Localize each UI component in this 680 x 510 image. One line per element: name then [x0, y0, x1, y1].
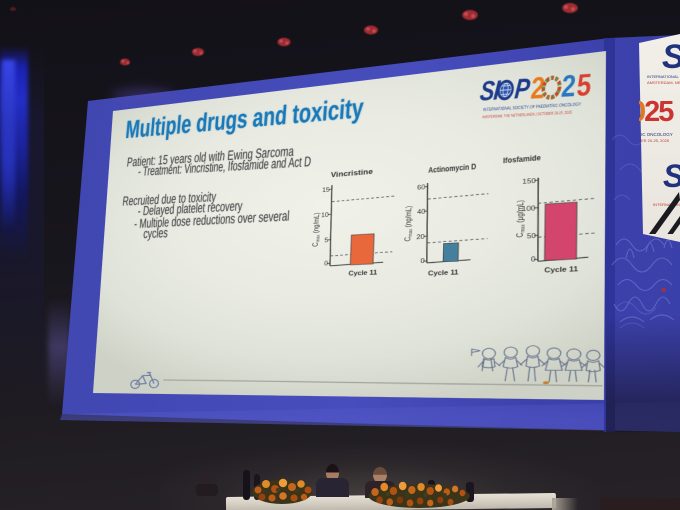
svg-text:INTERNATIONAL SOCIETY OF PAEDI: INTERNATIONAL SOCIETY OF PAEDIATRIC ONCO…: [483, 101, 583, 112]
svg-text:Ifosfamide: Ifosfamide: [503, 154, 542, 166]
svg-text:40: 40: [417, 209, 426, 216]
svg-text:20: 20: [416, 234, 425, 241]
svg-text:0: 0: [324, 261, 328, 268]
svg-text:10: 10: [321, 212, 329, 219]
svg-text:Cycle 11: Cycle 11: [428, 270, 459, 278]
svg-text:5: 5: [575, 67, 593, 103]
svg-text:AMSTERDAM, THE NETHERLANDS | O: AMSTERDAM, THE NETHERLANDS | OCTOBER 20-…: [482, 109, 573, 120]
svg-text:60: 60: [417, 185, 426, 193]
svg-text:P: P: [513, 73, 532, 105]
svg-text:15: 15: [322, 187, 330, 194]
svg-text:Cycle 11: Cycle 11: [348, 270, 377, 278]
svg-text:Actinomycin D: Actinomycin D: [428, 163, 476, 175]
svg-text:2: 2: [529, 71, 546, 106]
svg-text:150: 150: [522, 178, 536, 186]
svg-text:Vincristine: Vincristine: [331, 168, 374, 180]
svg-text:50: 50: [527, 233, 536, 241]
svg-text:Cmax (ng/mL): Cmax (ng/mL): [405, 205, 415, 241]
svg-text:2: 2: [560, 68, 577, 104]
svg-text:Cmax (ng/mL): Cmax (ng/mL): [312, 212, 321, 247]
svg-text:0: 0: [420, 258, 425, 265]
svg-text:Cmax (µg/mL): Cmax (µg/mL): [516, 199, 526, 237]
svg-text:SI: SI: [478, 75, 502, 107]
svg-text:100: 100: [522, 205, 536, 213]
svg-text:0: 0: [531, 256, 536, 264]
svg-text:5: 5: [324, 238, 328, 245]
svg-text:Cycle 11: Cycle 11: [544, 266, 578, 275]
